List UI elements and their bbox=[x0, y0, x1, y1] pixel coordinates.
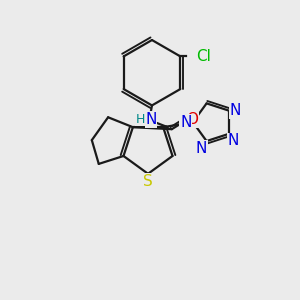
Text: Cl: Cl bbox=[196, 49, 211, 64]
Text: S: S bbox=[143, 174, 153, 189]
Text: N: N bbox=[196, 140, 207, 155]
Text: O: O bbox=[187, 112, 199, 127]
Text: N: N bbox=[230, 103, 241, 118]
Text: H: H bbox=[135, 113, 145, 126]
Text: N: N bbox=[145, 112, 157, 127]
Text: N: N bbox=[228, 133, 239, 148]
Text: N: N bbox=[180, 115, 192, 130]
